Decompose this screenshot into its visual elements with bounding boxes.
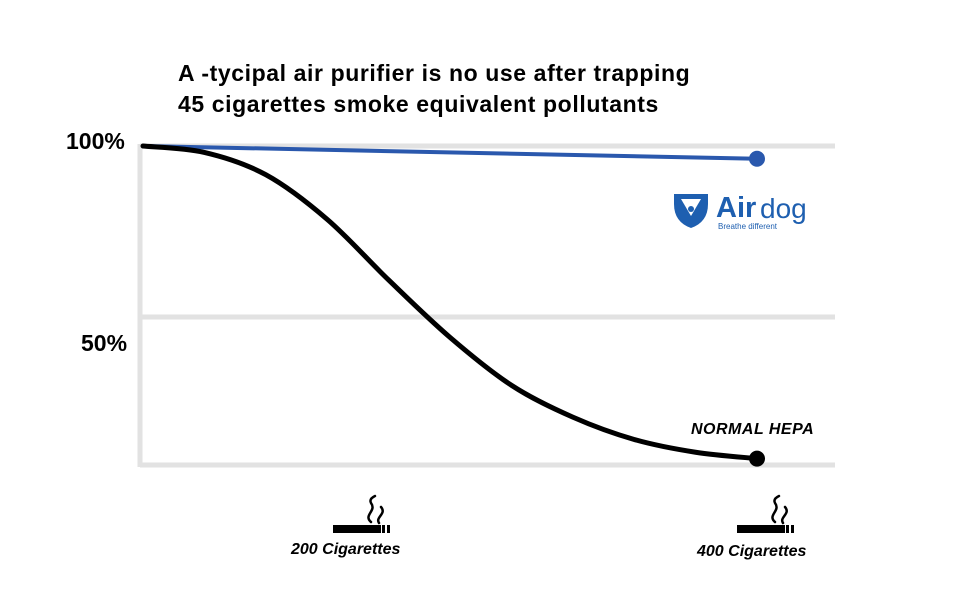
series-line-airdog	[141, 144, 759, 161]
smoke-wisp-2	[780, 505, 788, 525]
cigarette-icon	[737, 494, 794, 533]
cigarette-ash	[387, 525, 390, 533]
x-label-200-cigarettes: 200 Cigarettes	[291, 541, 401, 558]
series-endpoint-airdog	[749, 150, 765, 167]
logo-brand-dog: dog	[760, 193, 807, 224]
cigarette-body	[737, 525, 785, 533]
y-tick-label-50: 50%	[81, 330, 128, 356]
chart-title-line-2: 45 cigarettes smoke equivalent pollutant…	[178, 91, 659, 117]
y-tick-label-100: 100%	[66, 128, 125, 154]
cigarette-tip	[382, 525, 385, 533]
series-line-normal-hepa	[140, 143, 760, 462]
chart-title-line-1: A -tycipal air purifier is no use after …	[178, 60, 691, 86]
x-label-400-cigarettes: 400 Cigarettes	[697, 543, 807, 560]
smoke-wisp-1	[367, 494, 377, 524]
chart-grid	[137, 143, 835, 468]
series-label-normal-hepa: NORMAL HEPA	[691, 421, 815, 438]
smoke-wisp-1	[771, 494, 781, 524]
airdog-logo: Air dog Breathe different	[716, 192, 816, 232]
cigarette-icon	[333, 494, 390, 533]
cigarette-tip	[786, 525, 789, 533]
cigarette-ash	[791, 525, 794, 533]
x-axis-icons	[333, 494, 794, 533]
series-layer	[140, 143, 765, 467]
cigarette-body	[333, 525, 381, 533]
logo-brand-air: Air	[716, 192, 757, 224]
logo-tagline: Breathe different	[718, 222, 778, 231]
series-endpoint-normal-hepa	[749, 450, 765, 467]
airdog-logo-icon	[674, 194, 708, 228]
smoke-wisp-2	[376, 505, 384, 525]
